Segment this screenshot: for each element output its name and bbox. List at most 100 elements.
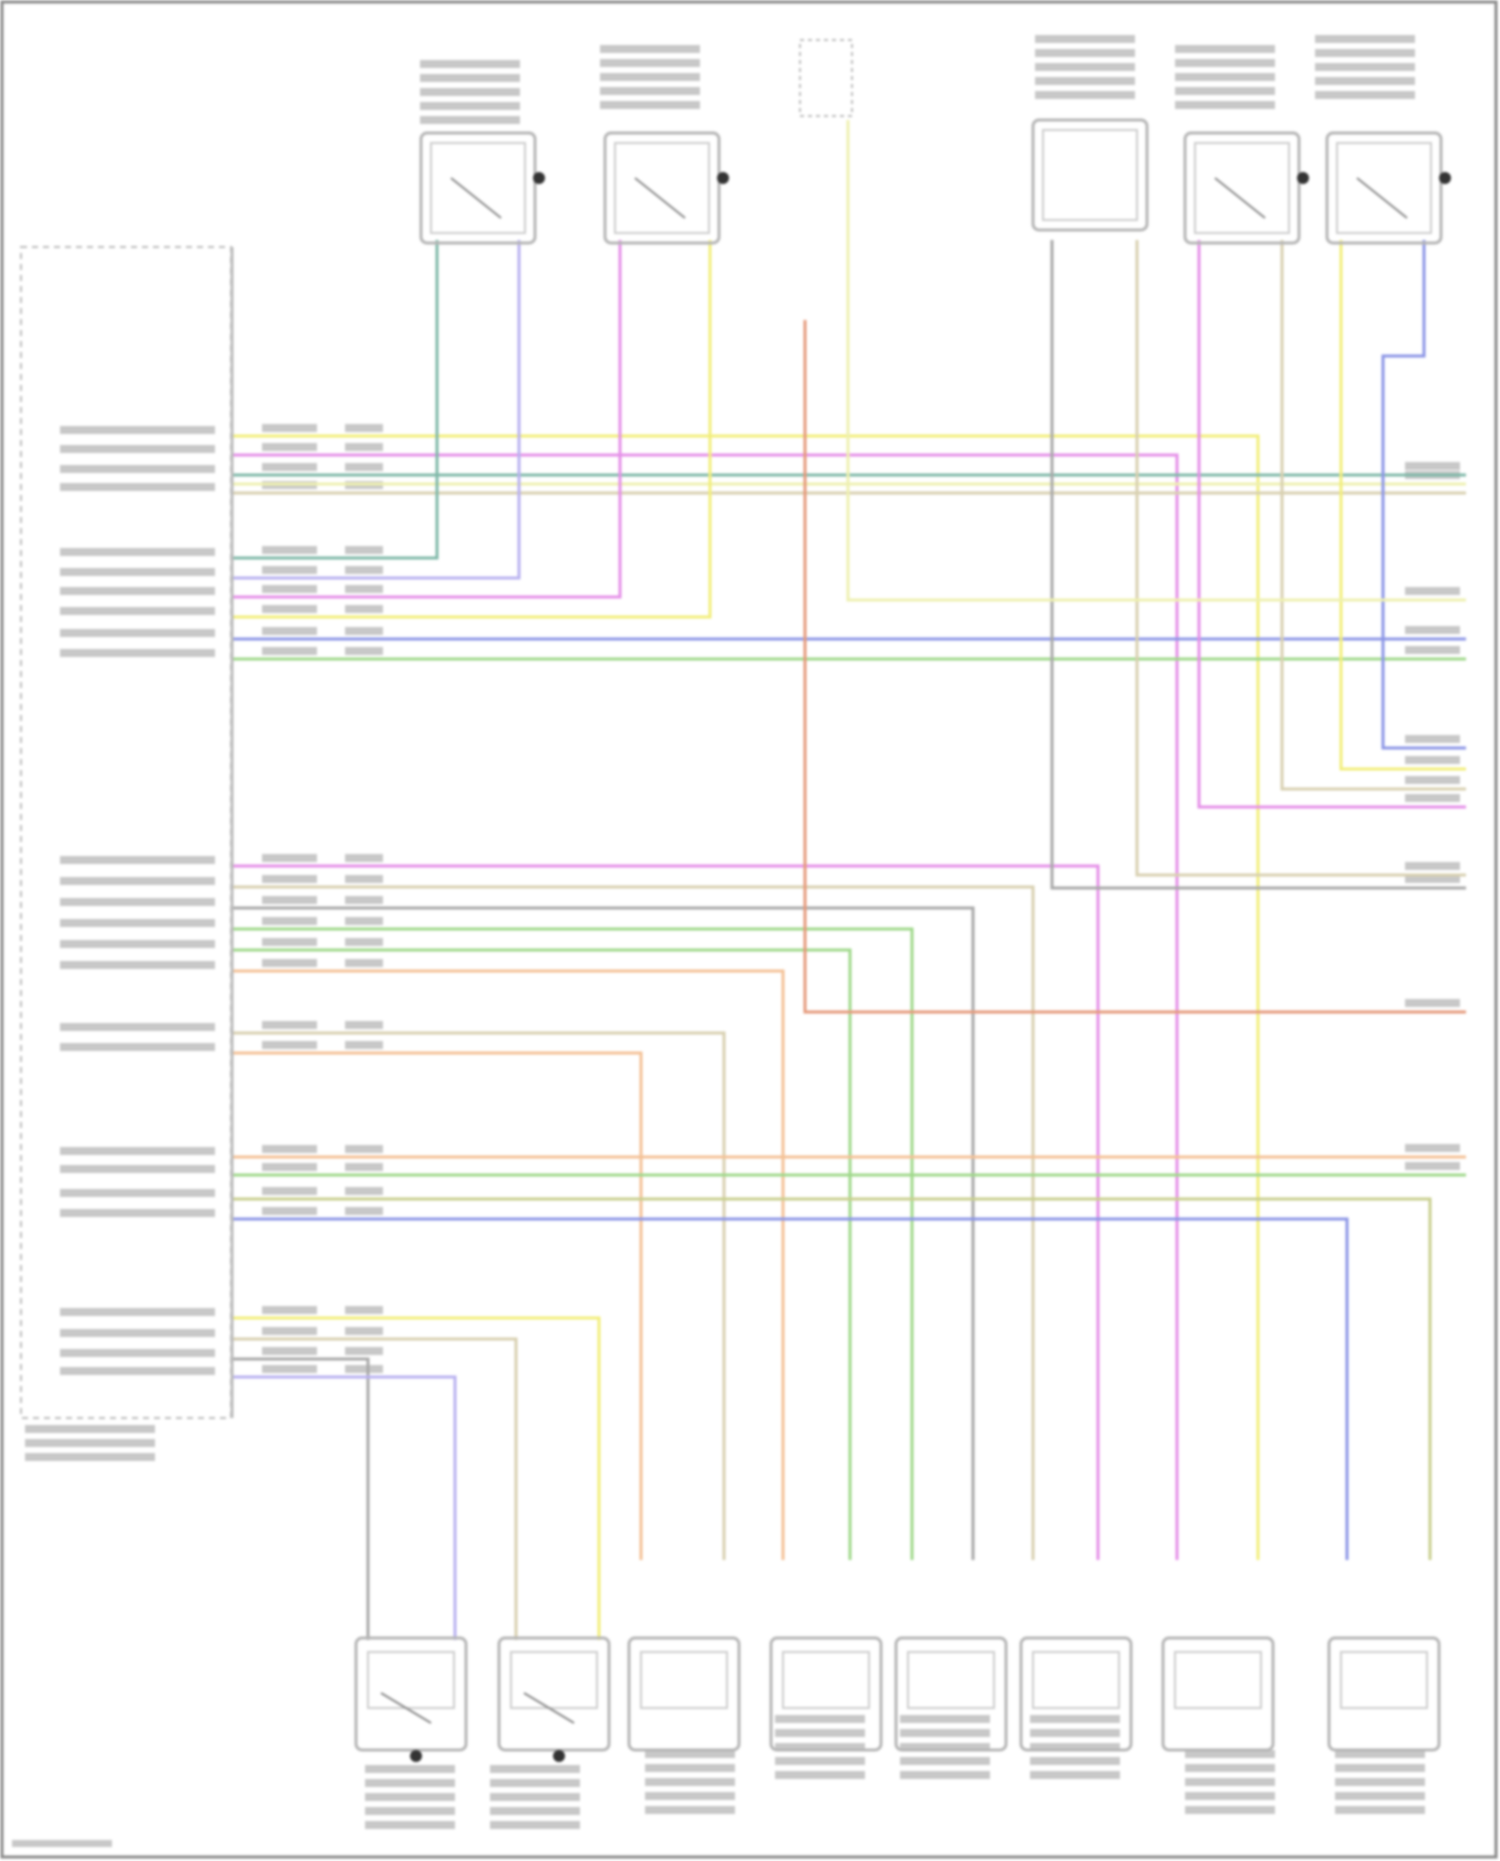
pin-function-label: [60, 1209, 215, 1217]
connector-label: [1405, 646, 1460, 654]
wire-code-label: [262, 1187, 317, 1195]
wire-pale-yellow: [846, 120, 1466, 602]
wire-lavender: [232, 1375, 457, 1640]
bottom-component-inner-4: [782, 1651, 870, 1709]
switch-icon: [450, 177, 502, 219]
component-name-label: [600, 101, 700, 109]
pin-function-label: [60, 856, 215, 864]
terminal-dot-icon: [553, 1750, 565, 1762]
connector-label: [1405, 794, 1460, 802]
component-name-label: [1315, 35, 1415, 43]
component-name-label: [1315, 77, 1415, 85]
top-sensor-3: [1031, 118, 1149, 232]
wire-yellow: [1339, 240, 1466, 771]
component-name-label: [1315, 91, 1415, 99]
circuit-id-label: [345, 1365, 383, 1373]
component-name-label: [600, 87, 700, 95]
component-name-label: [420, 116, 520, 124]
pin-function-label: [60, 1329, 215, 1337]
component-name-label: [600, 45, 700, 53]
pin-function-label: [60, 465, 215, 473]
control-module-outline: [20, 246, 232, 1419]
bottom-component-inner-1: [367, 1651, 455, 1709]
component-name-label: [645, 1750, 735, 1758]
wire-gray: [232, 906, 975, 1560]
component-name-label: [365, 1793, 455, 1801]
circuit-id-label: [345, 1306, 383, 1314]
wire-code-label: [262, 566, 317, 574]
wire-orange-red: [803, 320, 1466, 1014]
circuit-id-label: [345, 463, 383, 471]
component-name-label: [900, 1729, 990, 1737]
circuit-id-label: [345, 647, 383, 655]
components: [20, 39, 1451, 1762]
wire-code-label: [262, 605, 317, 613]
top-sensor-inner-2: [614, 142, 710, 234]
switch-icon: [1214, 177, 1266, 219]
component-name-label: [600, 59, 700, 67]
component-name-label: [1185, 1778, 1275, 1786]
terminal-dot-icon: [1297, 172, 1309, 184]
bottom-component-3: [627, 1636, 741, 1752]
component-name-label: [490, 1793, 580, 1801]
component-name-label: [1185, 1750, 1275, 1758]
component-name-label: [900, 1757, 990, 1765]
wire-magenta: [232, 240, 622, 599]
component-name-label: [1175, 45, 1275, 53]
footer-label: [12, 1840, 112, 1847]
top-sensor-1: [419, 131, 537, 245]
component-name-label: [1185, 1792, 1275, 1800]
component-name-label: [1315, 63, 1415, 71]
component-name-label: [1335, 1792, 1425, 1800]
wire-code-label: [262, 463, 317, 471]
wire-code-label: [262, 585, 317, 593]
bottom-component-7: [1161, 1636, 1275, 1752]
wire-code-label: [262, 1145, 317, 1153]
circuit-id-label: [345, 875, 383, 883]
pin-function-label: [60, 649, 215, 657]
component-name-label: [420, 102, 520, 110]
component-name-label: [1035, 91, 1135, 99]
circuit-id-label: [345, 959, 383, 967]
component-name-label: [490, 1821, 580, 1829]
text-labels: [12, 35, 1460, 1847]
bottom-component-4: [769, 1636, 883, 1752]
circuit-id-label: [345, 1327, 383, 1335]
pin-function-label: [60, 445, 215, 453]
wire-code-label: [262, 896, 317, 904]
circuit-id-label: [345, 627, 383, 635]
pin-function-label: [60, 1349, 215, 1357]
pin-function-label: [60, 1165, 215, 1173]
component-name-label: [365, 1765, 455, 1773]
pin-function-label: [60, 1367, 215, 1375]
wire-orange: [232, 969, 785, 1560]
pin-function-label: [60, 1147, 215, 1155]
component-name-label: [1030, 1757, 1120, 1765]
module-name-label: [25, 1453, 155, 1461]
wire-tan: [1135, 240, 1466, 877]
wire-code-label: [262, 1207, 317, 1215]
circuit-id-label: [345, 854, 383, 862]
connector-label: [1405, 587, 1460, 595]
bottom-component-8: [1327, 1636, 1441, 1752]
component-name-label: [1030, 1743, 1120, 1751]
pin-function-label: [60, 548, 215, 556]
component-name-label: [775, 1757, 865, 1765]
top-sensor-2: [603, 131, 721, 245]
circuit-id-label: [345, 443, 383, 451]
component-name-label: [900, 1743, 990, 1751]
switch-icon: [1356, 177, 1408, 219]
wire-code-label: [262, 875, 317, 883]
pin-function-label: [60, 426, 215, 434]
component-name-label: [1175, 73, 1275, 81]
circuit-id-label: [345, 1187, 383, 1195]
pin-function-label: [60, 919, 215, 927]
top-sensor-inner-1: [430, 142, 526, 234]
wire-tan: [232, 1031, 726, 1560]
wire-gray: [1050, 240, 1466, 890]
switch-icon: [634, 177, 686, 219]
pin-function-label: [60, 877, 215, 885]
component-name-label: [600, 73, 700, 81]
